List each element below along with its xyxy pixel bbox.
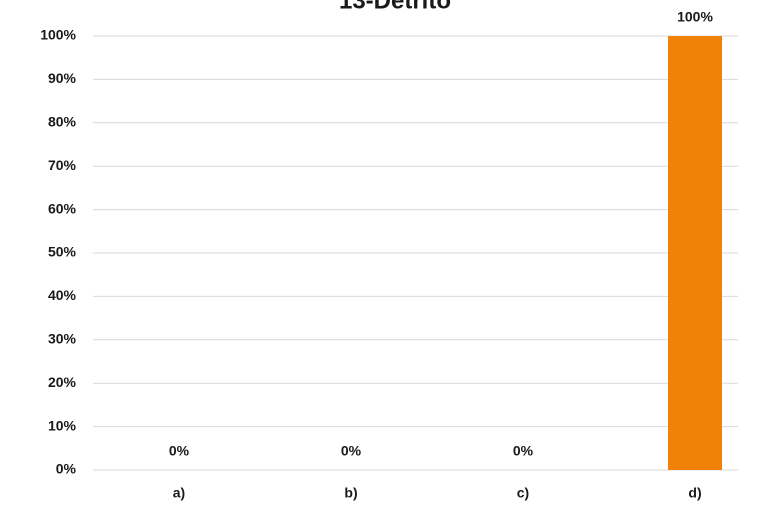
value-label: 100% xyxy=(677,9,713,25)
bar xyxy=(668,36,722,470)
y-tick-label: 0% xyxy=(56,461,77,477)
y-tick-label: 90% xyxy=(48,70,77,86)
value-label: 0% xyxy=(341,443,362,459)
value-label: 0% xyxy=(169,443,190,459)
y-tick-label: 80% xyxy=(48,114,77,130)
value-label: 0% xyxy=(513,443,534,459)
y-tick-label: 30% xyxy=(48,331,77,347)
y-tick-label: 70% xyxy=(48,157,77,173)
y-tick-label: 20% xyxy=(48,374,77,390)
x-tick-label: a) xyxy=(173,485,185,501)
chart-title: 13-Detrito xyxy=(339,0,451,14)
y-tick-label: 60% xyxy=(48,200,77,216)
y-tick-label: 50% xyxy=(48,244,77,260)
x-tick-label: b) xyxy=(344,485,357,501)
x-tick-label: d) xyxy=(688,485,701,501)
y-tick-label: 10% xyxy=(48,417,77,433)
y-tick-label: 100% xyxy=(40,27,76,43)
y-tick-label: 40% xyxy=(48,287,77,303)
x-tick-label: c) xyxy=(517,485,529,501)
